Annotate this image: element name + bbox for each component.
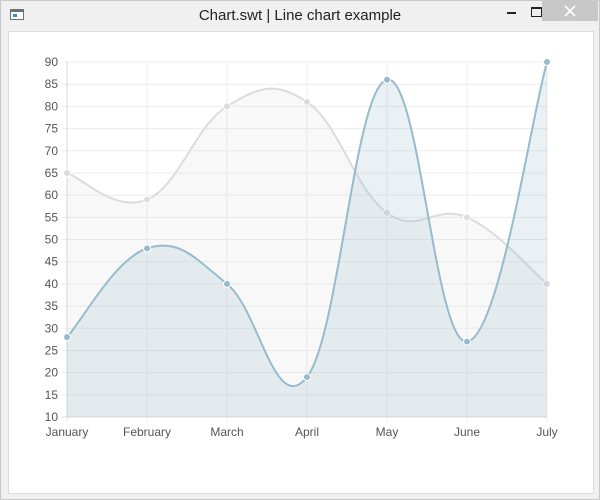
data-point	[463, 213, 471, 222]
series-2	[63, 58, 551, 417]
y-tick-label: 55	[45, 210, 59, 224]
close-button[interactable]	[542, 1, 598, 21]
series-area	[67, 88, 547, 418]
data-point	[143, 195, 151, 204]
series-group	[63, 58, 551, 418]
data-point	[543, 279, 551, 288]
y-tick-label: 50	[45, 233, 59, 247]
x-tick-label: June	[454, 425, 480, 439]
x-tick-label: July	[536, 425, 557, 439]
maximize-icon	[530, 7, 542, 17]
data-point	[223, 279, 231, 288]
data-point	[143, 244, 151, 253]
y-axis: 10 15 20 25 30 35 40 45 50 55 60 65 70 75 80 85 90	[45, 55, 59, 424]
series-1	[63, 87, 551, 418]
y-tick-label: 45	[45, 255, 59, 269]
series-line	[66, 61, 548, 387]
minimize-icon	[506, 12, 516, 14]
y-tick-label: 20	[45, 366, 59, 380]
y-tick-label: 15	[45, 388, 59, 402]
y-tick-label: 10	[45, 410, 59, 424]
title-bar[interactable]: Chart.swt | Line chart example	[1, 1, 599, 31]
x-axis: January February March April May June July	[46, 425, 558, 439]
y-tick-label: 90	[45, 55, 59, 69]
data-point	[463, 337, 471, 346]
data-point	[383, 208, 391, 217]
data-point	[63, 333, 71, 342]
data-point	[543, 58, 551, 66]
x-tick-label: April	[295, 425, 319, 439]
x-tick-label: February	[123, 425, 171, 439]
y-tick-label: 30	[45, 321, 59, 335]
y-tick-label: 60	[45, 188, 59, 202]
y-tick-label: 65	[45, 166, 59, 180]
data-point	[63, 168, 71, 177]
y-tick-label: 70	[45, 144, 59, 158]
data-point	[383, 75, 391, 84]
x-tick-label: May	[376, 425, 399, 439]
maximize-button[interactable]	[521, 1, 551, 23]
data-point	[303, 97, 311, 106]
series-area	[67, 62, 547, 417]
data-point	[223, 102, 231, 111]
grid-lines	[62, 61, 548, 422]
x-tick-label: January	[46, 425, 89, 439]
y-tick-label: 75	[45, 122, 59, 136]
chart-canvas: 10 15 20 25 30 35 40 45 50 55 60 65 70 75 80 85 90 Janua…	[8, 31, 594, 494]
y-tick-label: 25	[45, 343, 59, 357]
y-tick-label: 85	[45, 77, 59, 91]
line-chart: 10 15 20 25 30 35 40 45 50 55 60 65 70 75 80 85 90 Janua…	[45, 55, 558, 439]
minimize-button[interactable]	[496, 1, 526, 23]
close-icon	[564, 5, 576, 17]
y-tick-label: 35	[45, 299, 59, 313]
y-tick-label: 80	[45, 99, 59, 113]
x-tick-label: March	[210, 425, 243, 439]
y-tick-label: 40	[45, 277, 59, 291]
window-title: Chart.swt | Line chart example	[198, 7, 402, 24]
app-icon[interactable]	[10, 9, 24, 20]
data-point	[303, 373, 311, 382]
